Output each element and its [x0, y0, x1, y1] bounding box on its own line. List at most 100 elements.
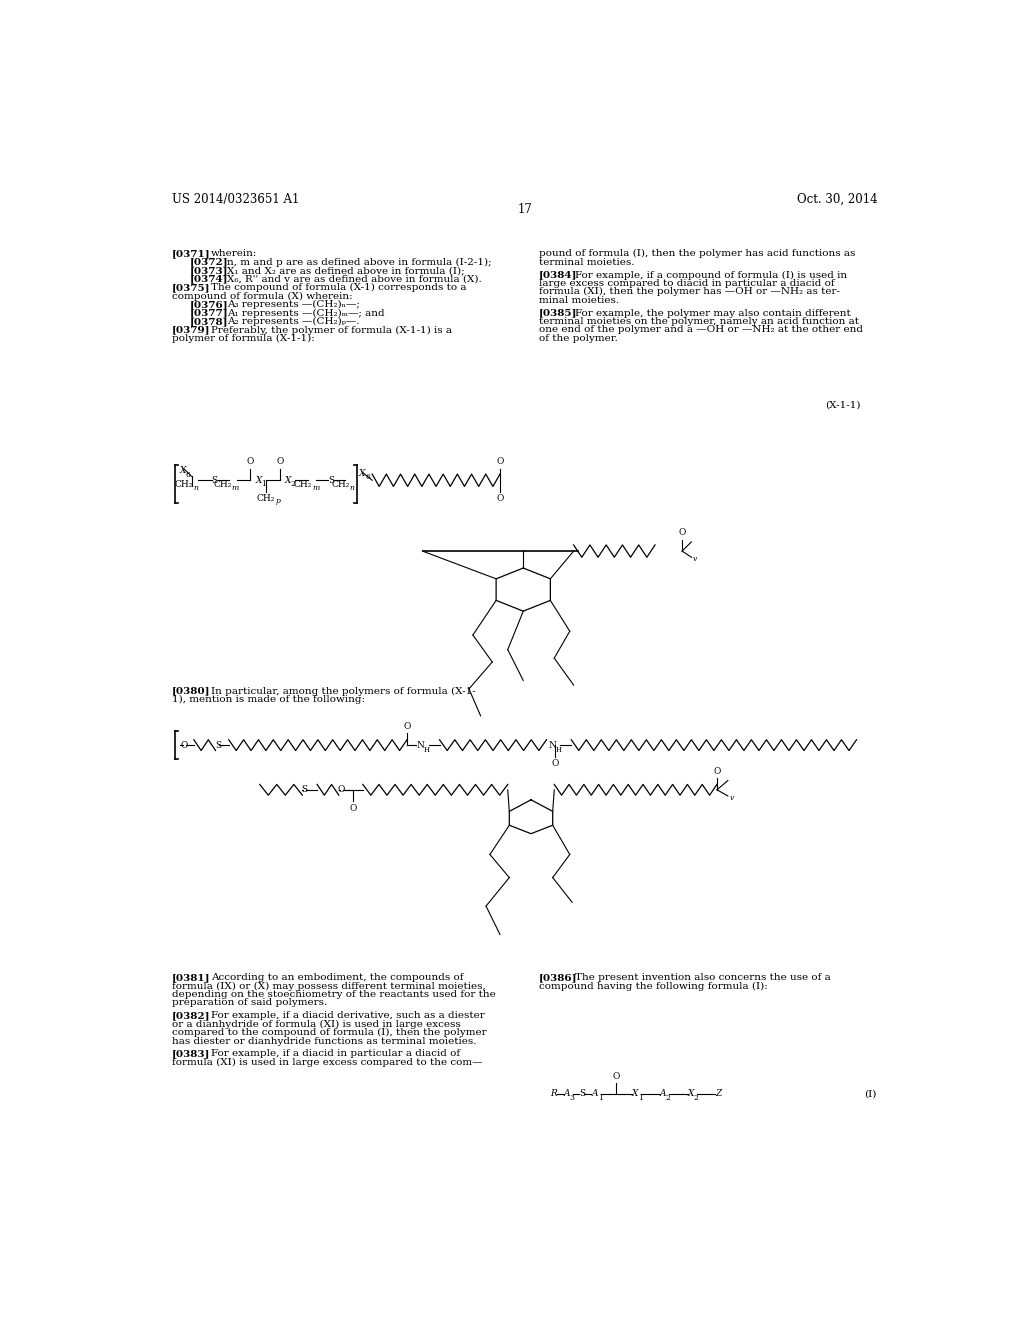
Text: m: m [312, 484, 319, 492]
Text: A₂ represents —(CH₂)ₚ—.: A₂ represents —(CH₂)ₚ—. [227, 317, 359, 326]
Text: A: A [659, 1089, 667, 1098]
Text: O: O [551, 759, 559, 768]
Text: [0378]: [0378] [190, 317, 228, 326]
Text: [0379]: [0379] [172, 326, 211, 334]
Text: terminal moieties on the polymer, namely an acid function at: terminal moieties on the polymer, namely… [539, 317, 859, 326]
Text: 2: 2 [291, 480, 296, 488]
Text: [0384]: [0384] [539, 271, 578, 280]
Text: v: v [693, 554, 697, 562]
Text: O: O [403, 722, 411, 730]
Text: For example, the polymer may also contain different: For example, the polymer may also contai… [575, 309, 851, 318]
Text: depending on the stoechiometry of the reactants used for the: depending on the stoechiometry of the re… [172, 990, 496, 999]
Text: X₁ and X₂ are as defined above in formula (I);: X₁ and X₂ are as defined above in formul… [227, 267, 465, 275]
Text: minal moieties.: minal moieties. [539, 296, 618, 305]
Text: R: R [550, 1089, 557, 1098]
Text: For example, if a compound of formula (I) is used in: For example, if a compound of formula (I… [575, 271, 847, 280]
Text: has diester or dianhydride functions as terminal moieties.: has diester or dianhydride functions as … [172, 1036, 477, 1045]
Text: The compound of formula (X-1) corresponds to a: The compound of formula (X-1) correspond… [211, 284, 466, 292]
Text: 6: 6 [185, 471, 190, 479]
Text: formula (IX) or (X) may possess different terminal moieties,: formula (IX) or (X) may possess differen… [172, 982, 486, 990]
Text: compared to the compound of formula (I), then the polymer: compared to the compound of formula (I),… [172, 1028, 486, 1038]
Text: A₃ represents —(CH₂)ₙ—;: A₃ represents —(CH₂)ₙ—; [227, 300, 360, 309]
Text: compound of formula (X) wherein:: compound of formula (X) wherein: [172, 292, 353, 301]
Text: [0375]: [0375] [172, 284, 211, 292]
Text: [0376]: [0376] [190, 300, 228, 309]
Text: H: H [556, 746, 562, 754]
Text: S: S [579, 1089, 585, 1098]
Text: large excess compared to diacid in particular a diacid of: large excess compared to diacid in parti… [539, 279, 835, 288]
Text: X₆, R'' and v are as defined above in formula (X).: X₆, R'' and v are as defined above in fo… [227, 275, 482, 284]
Text: X: X [687, 1089, 694, 1098]
Text: S: S [302, 785, 308, 795]
Text: CH₂: CH₂ [331, 479, 349, 488]
Text: A: A [563, 1089, 570, 1098]
Text: O: O [714, 767, 721, 776]
Text: p: p [275, 498, 281, 506]
Text: [0381]: [0381] [172, 973, 211, 982]
Text: CH₂: CH₂ [257, 494, 275, 503]
Text: 3: 3 [569, 1094, 574, 1102]
Text: n, m and p are as defined above in formula (I-2-1);: n, m and p are as defined above in formu… [227, 257, 492, 267]
Text: [0380]: [0380] [172, 686, 211, 696]
Text: formula (XI), then the polymer has —OH or —NH₂ as ter-: formula (XI), then the polymer has —OH o… [539, 288, 840, 297]
Text: O: O [679, 528, 686, 537]
Text: CH₂: CH₂ [213, 479, 231, 488]
Text: 1: 1 [598, 1094, 602, 1102]
Text: N: N [549, 741, 557, 750]
Text: polymer of formula (X-1-1):: polymer of formula (X-1-1): [172, 334, 315, 343]
Text: N: N [417, 741, 424, 750]
Text: formula (XI) is used in large excess compared to the com—: formula (XI) is used in large excess com… [172, 1057, 482, 1067]
Text: 17: 17 [517, 203, 532, 216]
Text: [0371]: [0371] [172, 249, 211, 259]
Text: [0374]: [0374] [190, 275, 228, 284]
Text: terminal moieties.: terminal moieties. [539, 257, 634, 267]
Text: wherein:: wherein: [211, 249, 257, 259]
Text: [0386]: [0386] [539, 973, 578, 982]
Text: O: O [276, 458, 284, 466]
Text: n: n [194, 484, 198, 492]
Text: Z: Z [716, 1089, 722, 1098]
Text: O: O [497, 494, 504, 503]
Text: H: H [423, 746, 429, 754]
Text: 1), mention is made of the following:: 1), mention is made of the following: [172, 696, 366, 704]
Text: v: v [729, 793, 733, 801]
Text: n: n [349, 484, 354, 492]
Text: According to an embodiment, the compounds of: According to an embodiment, the compound… [211, 973, 464, 982]
Text: of the polymer.: of the polymer. [539, 334, 617, 343]
Text: [0383]: [0383] [172, 1049, 211, 1059]
Text: CH₂: CH₂ [175, 479, 193, 488]
Text: X: X [359, 469, 366, 478]
Text: CH₂: CH₂ [294, 479, 312, 488]
Text: X: X [179, 466, 185, 475]
Text: one end of the polymer and a —OH or —NH₂ at the other end: one end of the polymer and a —OH or —NH₂… [539, 326, 863, 334]
Text: S: S [212, 475, 218, 484]
Text: O: O [497, 458, 504, 466]
Text: 2: 2 [693, 1094, 698, 1102]
Text: S: S [215, 741, 221, 750]
Text: [0385]: [0385] [539, 309, 578, 318]
Text: The present invention also concerns the use of a: The present invention also concerns the … [575, 973, 830, 982]
Text: O: O [612, 1072, 620, 1081]
Text: [0373]: [0373] [190, 267, 228, 275]
Text: 6: 6 [366, 474, 370, 482]
Text: X: X [632, 1089, 638, 1098]
Text: preparation of said polymers.: preparation of said polymers. [172, 998, 328, 1007]
Text: pound of formula (I), then the polymer has acid functions as: pound of formula (I), then the polymer h… [539, 249, 855, 259]
Text: 2: 2 [666, 1094, 671, 1102]
Text: (I): (I) [864, 1089, 877, 1098]
Text: 1: 1 [261, 480, 266, 488]
Text: O: O [181, 741, 188, 750]
Text: m: m [231, 484, 239, 492]
Text: [0382]: [0382] [172, 1011, 211, 1020]
Text: [0377]: [0377] [190, 309, 228, 318]
Text: O: O [349, 804, 356, 813]
Text: or a dianhydride of formula (XI) is used in large excess: or a dianhydride of formula (XI) is used… [172, 1019, 461, 1028]
Text: compound having the following formula (I):: compound having the following formula (I… [539, 982, 768, 990]
Text: (X-1-1): (X-1-1) [825, 401, 861, 411]
Text: X: X [285, 475, 291, 484]
Text: For example, if a diacid in particular a diacid of: For example, if a diacid in particular a… [211, 1049, 460, 1059]
Text: X: X [255, 475, 261, 484]
Text: Preferably, the polymer of formula (X-1-1) is a: Preferably, the polymer of formula (X-1-… [211, 326, 452, 334]
Text: A₁ represents —(CH₂)ₘ—; and: A₁ represents —(CH₂)ₘ—; and [227, 309, 385, 318]
Text: A: A [592, 1089, 598, 1098]
